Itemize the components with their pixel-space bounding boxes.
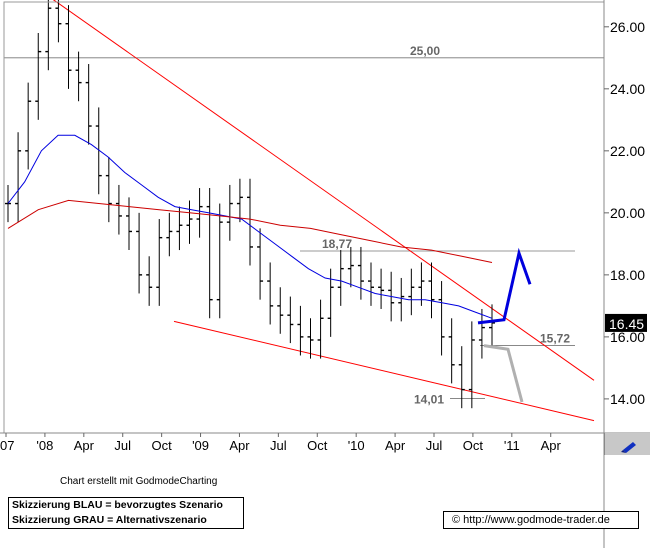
y-tick-label: 20.00	[610, 205, 645, 221]
y-tick-label: 26.00	[610, 19, 645, 35]
x-tick-label: '10	[348, 438, 365, 453]
x-tick-label: Oct	[307, 438, 328, 453]
y-tick-label: 22.00	[610, 143, 645, 159]
x-tick-label: Jul	[426, 438, 443, 453]
current-price-box	[605, 313, 647, 332]
x-tick-label: '11	[504, 438, 520, 453]
x-tick-label: Apr	[74, 438, 95, 453]
level-label: 14,01	[414, 393, 444, 407]
current-price-label: 16.45	[609, 316, 644, 332]
fast-moving-average	[7, 134, 493, 319]
x-tick-label: '08	[36, 438, 53, 453]
level-label: 18,77	[322, 237, 352, 251]
lower-trend-line	[173, 320, 595, 422]
legend-blue-scenario: Skizzierung BLAU = bevorzugtes Szenario	[12, 499, 223, 511]
x-tick-label: '07	[0, 438, 14, 453]
pen-icon	[621, 442, 636, 453]
draw-tool-button[interactable]	[604, 433, 650, 455]
scenario-legend: Skizzierung BLAU = bevorzugtes Szenario …	[8, 497, 244, 529]
level-label: 25,00	[410, 44, 440, 58]
blue-scenario-path	[477, 247, 532, 325]
x-tick-label: Oct	[463, 438, 484, 453]
x-tick-label: Apr	[385, 438, 406, 453]
y-tick-label: 14.00	[610, 391, 645, 407]
chart-credit: Chart erstellt mit GodmodeCharting	[60, 476, 218, 487]
x-tick-label: Oct	[152, 438, 173, 453]
y-tick-label: 18.00	[610, 267, 645, 283]
legend-grey-scenario: Skizzierung GRAU = Alternativszenario	[12, 514, 207, 526]
level-label: 15,72	[540, 332, 570, 346]
x-tick-label: Apr	[541, 438, 562, 453]
x-tick-label: Jul	[270, 438, 287, 453]
slow-moving-average	[7, 199, 493, 263]
x-tick-label: '09	[192, 438, 209, 453]
y-tick-label: 24.00	[610, 81, 645, 97]
source-link[interactable]: © http://www.godmode-trader.de	[443, 511, 639, 529]
x-tick-label: Apr	[229, 438, 250, 453]
y-tick-label: 16.00	[610, 329, 645, 345]
x-tick-label: Jul	[114, 438, 131, 453]
grey-scenario-path	[483, 344, 524, 403]
